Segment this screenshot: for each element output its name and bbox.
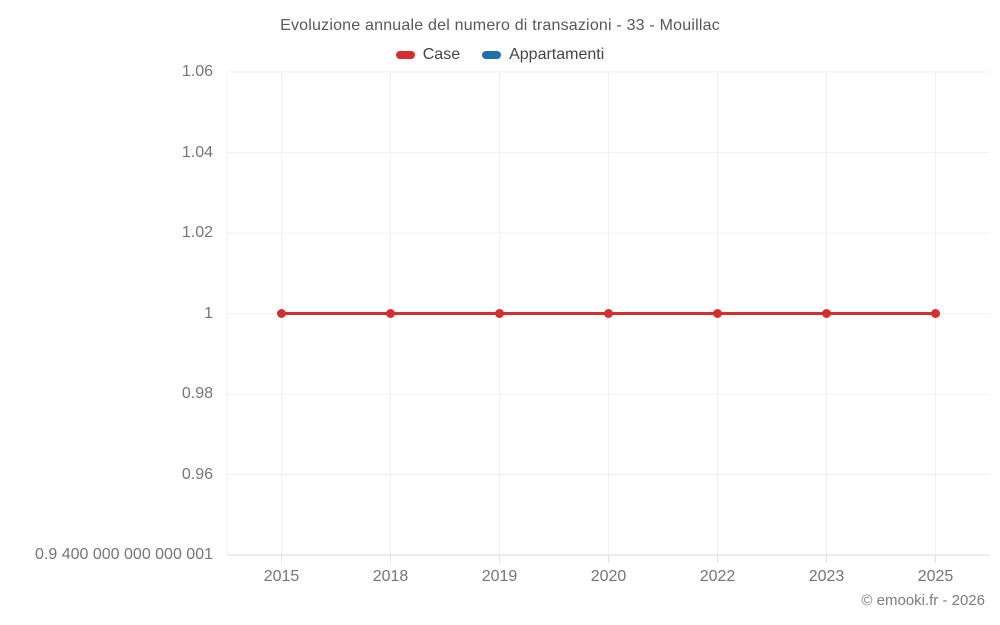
y-axis-tick-label: 1.06 [181,63,213,80]
chart-title: Evoluzione annuale del numero di transaz… [280,17,720,34]
legend-item-case[interactable]: Case [395,46,461,64]
data-point-case[interactable] [386,309,395,318]
data-point-case[interactable] [604,309,613,318]
legend-label-case: Case [422,46,461,63]
x-axis-tick-label: 2020 [590,568,627,585]
y-axis-tick-label: 1.04 [181,143,213,161]
legend-label-appartamenti: Appartamenti [509,46,605,63]
x-axis-tick-label: 2018 [372,568,409,585]
legend-swatch-appartamenti-icon [482,51,502,59]
legend-swatch-case-icon [395,51,415,59]
data-point-case[interactable] [931,309,940,318]
x-axis-tick-label: 2022 [699,568,736,585]
y-axis-tick-label: 0.9 400 000 000 000 001 [35,546,213,563]
watermark-credit: © emooki.fr - 2026 [861,592,985,609]
legend-item-appartamenti[interactable]: Appartamenti [482,46,604,64]
y-axis-tick-label: 1 [204,304,213,322]
data-point-case[interactable] [277,309,286,318]
data-point-case[interactable] [495,309,504,318]
x-axis-tick-label: 2019 [481,568,518,585]
data-point-case[interactable] [822,309,831,318]
legend: Case Appartamenti [0,46,1000,64]
y-axis-tick-label: 1.02 [181,224,213,241]
y-axis-tick-label: 0.96 [181,465,213,483]
x-axis-tick-label: 2025 [917,568,954,585]
x-axis-tick-label: 2015 [263,568,300,585]
x-axis-tick-label: 2023 [808,568,845,585]
data-point-case[interactable] [713,309,722,318]
y-axis-tick-label: 0.98 [181,385,213,402]
